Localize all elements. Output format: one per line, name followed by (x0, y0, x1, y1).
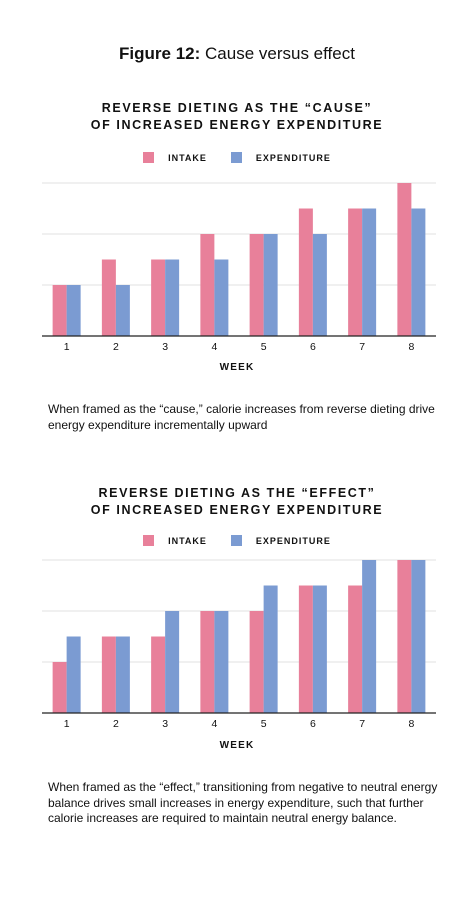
chart-1-plot: 1 2 3 4 5 6 7 8 (42, 182, 436, 353)
chart-2-title-line2: OF INCREASED ENERGY EXPENDITURE (90, 503, 384, 517)
figure-title: Figure 12: Cause versus effect (0, 44, 474, 64)
expenditure-bar-week-6 (312, 234, 327, 336)
chart-1-caption: When framed as the “cause,” calorie incr… (48, 402, 435, 432)
x-tick-label: 6 (310, 718, 316, 730)
expenditure-bar-week-1 (66, 285, 81, 336)
chart-2-xlabel: WEEK (219, 740, 255, 751)
intake-bar-week-7 (348, 585, 363, 713)
expenditure-bar-week-8 (411, 208, 426, 336)
chart-1-legend: INTAKE EXPENDITURE (0, 152, 474, 163)
x-tick-label: 2 (113, 718, 119, 730)
legend-label-intake: INTAKE (168, 535, 207, 546)
x-tick-label: 8 (408, 718, 414, 730)
chart-2-title: REVERSE DIETING AS THE “EFFECT” OF INCRE… (0, 485, 474, 519)
x-tick-label: 1 (64, 341, 70, 353)
legend-item-intake: INTAKE (143, 152, 207, 163)
intake-bar-week-8 (397, 183, 412, 336)
intake-swatch (143, 152, 155, 163)
legend-item-expenditure: EXPENDITURE (230, 152, 331, 163)
expenditure-bar-week-7 (362, 208, 377, 336)
intake-bar-week-5 (249, 234, 264, 336)
expenditure-bar-week-1 (66, 636, 81, 713)
intake-bar-week-1 (52, 662, 67, 713)
intake-bar-week-3 (151, 259, 166, 336)
chart-1-title: REVERSE DIETING AS THE “CAUSE” OF INCREA… (0, 100, 474, 134)
intake-bar-week-2 (101, 636, 116, 713)
chart-2-legend: INTAKE EXPENDITURE (0, 535, 474, 546)
x-tick-label: 7 (359, 718, 365, 730)
intake-bar-week-4 (200, 234, 215, 336)
legend-label-intake: INTAKE (168, 152, 207, 163)
expenditure-bar-week-3 (165, 611, 180, 713)
legend-item-expenditure: EXPENDITURE (230, 535, 331, 546)
chart-1-xlabel: WEEK (219, 362, 255, 373)
figure-title-text: Cause versus effect (205, 44, 355, 63)
x-tick-label: 8 (408, 341, 414, 353)
expenditure-bar-week-8 (411, 560, 426, 713)
chart-1-title-line1: REVERSE DIETING AS THE “CAUSE” (101, 101, 373, 115)
expenditure-bar-week-2 (115, 636, 130, 713)
intake-bar-week-3 (151, 636, 166, 713)
x-tick-label: 7 (359, 341, 365, 353)
intake-bar-week-4 (200, 611, 215, 713)
expenditure-bar-week-4 (214, 259, 229, 336)
chart-2-plot: 1 2 3 4 5 6 7 8 (42, 559, 436, 730)
x-tick-label: 3 (162, 341, 168, 353)
x-tick-label: 6 (310, 341, 316, 353)
x-tick-label: 1 (64, 718, 70, 730)
expenditure-bar-week-5 (263, 585, 278, 713)
chart-2-caption: When framed as the “effect,” transitioni… (48, 780, 438, 825)
expenditure-bar-week-6 (312, 585, 327, 713)
expenditure-bar-week-4 (214, 611, 229, 713)
intake-bar-week-1 (52, 285, 67, 336)
expenditure-swatch (230, 152, 242, 163)
expenditure-bar-week-7 (362, 560, 377, 713)
intake-bar-week-7 (348, 208, 363, 336)
legend-label-expenditure: EXPENDITURE (255, 535, 331, 546)
intake-bar-week-8 (397, 560, 412, 713)
expenditure-bar-week-5 (263, 234, 278, 336)
chart-1-title-line2: OF INCREASED ENERGY EXPENDITURE (90, 118, 384, 132)
intake-bar-week-6 (298, 208, 313, 336)
x-tick-label: 4 (211, 718, 217, 730)
expenditure-swatch (230, 535, 242, 546)
intake-bar-week-6 (298, 585, 313, 713)
expenditure-bar-week-2 (115, 285, 130, 336)
legend-item-intake: INTAKE (143, 535, 207, 546)
x-tick-label: 4 (211, 341, 217, 353)
chart-2-title-line1: REVERSE DIETING AS THE “EFFECT” (98, 486, 376, 500)
figure-label: Figure 12: (119, 44, 201, 63)
intake-bar-week-5 (249, 611, 264, 713)
expenditure-bar-week-3 (165, 259, 180, 336)
intake-swatch (143, 535, 155, 546)
x-tick-label: 5 (261, 341, 267, 353)
x-tick-label: 2 (113, 341, 119, 353)
legend-label-expenditure: EXPENDITURE (255, 152, 331, 163)
x-tick-label: 5 (261, 718, 267, 730)
intake-bar-week-2 (101, 259, 116, 336)
x-tick-label: 3 (162, 718, 168, 730)
